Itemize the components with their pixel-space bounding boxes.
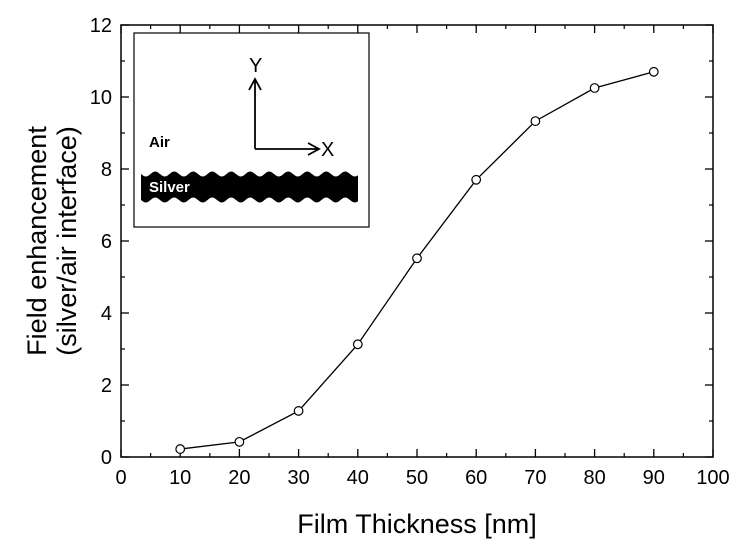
y-tick-label: 0 [101, 447, 112, 469]
inset-air-label: Air [149, 134, 170, 151]
x-tick-label: 70 [524, 467, 546, 489]
inset-y-label: Y [249, 55, 262, 77]
y-tick-label: 12 [90, 15, 112, 37]
data-point [293, 406, 304, 416]
data-point [589, 83, 600, 93]
data-point [412, 253, 422, 264]
x-tick-label: 30 [287, 467, 309, 489]
y-tick-label: 8 [101, 159, 112, 181]
data-point [471, 174, 482, 185]
data-point [175, 444, 186, 454]
y-tick-label: 4 [101, 303, 112, 325]
inset-silver-label: Silver [149, 179, 190, 196]
inset-x-arrowhead [307, 142, 321, 156]
y-axis-title-line1: Field enhancement [22, 126, 52, 356]
x-axis-title: Film Thickness [nm] [297, 509, 537, 539]
data-point [648, 66, 659, 77]
x-tick-label: 100 [696, 467, 729, 489]
data-point [530, 116, 541, 127]
y-tick-label: 2 [101, 375, 112, 397]
x-tick-label: 40 [347, 467, 369, 489]
inset-schematic: Air Silver Y X [133, 32, 370, 228]
y-axis-title-line2: (silver/air interface) [52, 126, 82, 356]
x-tick-label: 90 [643, 467, 665, 489]
x-tick-label: 0 [115, 467, 126, 489]
data-markers [175, 66, 659, 454]
x-tick-label: 10 [169, 467, 191, 489]
data-point [234, 436, 245, 447]
data-point [352, 339, 363, 350]
y-tick-label: 6 [101, 231, 112, 253]
x-tick-label: 60 [465, 467, 487, 489]
x-tick-label: 80 [583, 467, 605, 489]
x-tick-label: 20 [228, 467, 250, 489]
x-tick-label: 50 [406, 467, 428, 489]
axis-ticks [120, 24, 714, 458]
inset-y-arrowhead [248, 77, 262, 91]
silver-film [141, 171, 358, 203]
inset-x-label: X [321, 139, 334, 161]
axis-tick-labels: 0 10 20 30 40 50 60 70 80 90 100 0 2 4 6 8 10 12 [90, 15, 730, 489]
y-tick-label: 10 [90, 87, 112, 109]
